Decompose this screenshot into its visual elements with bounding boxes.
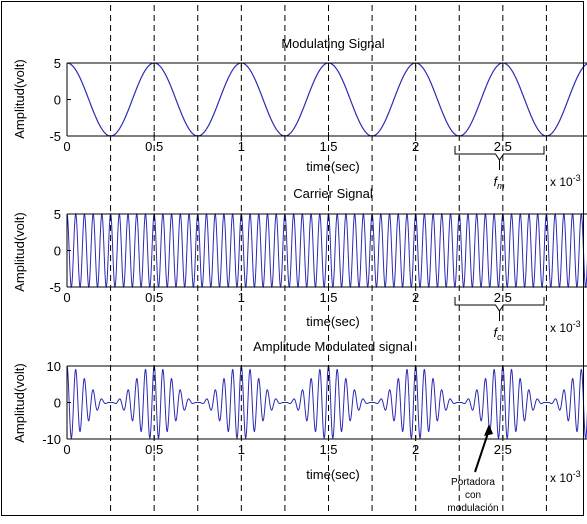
y-axis-label: Amplitud(volt) xyxy=(12,59,27,138)
y-tick-label: 5 xyxy=(54,56,61,71)
x-exponent-label: x 10-3 xyxy=(550,319,581,335)
x-exponent-power: -3 xyxy=(573,319,581,329)
x-exponent-power: -3 xyxy=(573,469,581,479)
x-exponent-label: x 10-3 xyxy=(550,469,581,485)
y-axis-label: Amplitud(volt) xyxy=(12,363,27,442)
y-tick-label: -5 xyxy=(49,129,61,144)
brace-subscript: m xyxy=(497,181,505,191)
signal-line xyxy=(67,62,587,137)
callout-arrowhead xyxy=(484,424,493,436)
callout-arrow xyxy=(474,429,490,473)
chart-title: Amplitude Modulated signal xyxy=(253,339,413,354)
chart-title: Carrier Signal xyxy=(293,186,373,201)
y-axis-label: Amplitud(volt) xyxy=(12,212,27,291)
y-tick-label: 10 xyxy=(47,359,61,374)
x-tick-label: 0 xyxy=(63,442,70,457)
brace-subscript: c xyxy=(497,332,502,342)
y-tick-label: -5 xyxy=(49,280,61,295)
chart-title: Modulating Signal xyxy=(281,36,384,51)
callout-text-line: con xyxy=(465,490,481,501)
brace-label: fc xyxy=(494,325,503,342)
fm-annotation: fm xyxy=(454,146,545,191)
y-tick-label: 5 xyxy=(54,207,61,222)
signal-line xyxy=(66,213,587,288)
x-exponent-label: x 10-3 xyxy=(550,173,581,189)
carrier-callout: Portadora con modulación xyxy=(447,424,499,514)
callout-text-line: Portadora xyxy=(451,477,495,488)
y-tick-label: -10 xyxy=(42,432,61,447)
y-tick-label: 0 xyxy=(54,93,61,108)
x-exponent-power: -3 xyxy=(573,173,581,183)
fc-annotation: fc xyxy=(454,297,545,342)
x-tick-label: 0 xyxy=(63,290,70,305)
signal-line xyxy=(66,365,587,440)
callout-text-line: modulación xyxy=(447,503,498,514)
x-axis-label: time(sec) xyxy=(306,314,359,329)
x-tick-label: 0 xyxy=(63,139,70,154)
x-axis-label: time(sec) xyxy=(306,159,359,174)
y-tick-label: 0 xyxy=(54,244,61,259)
y-tick-label: 0 xyxy=(54,396,61,411)
brace-label: fm xyxy=(494,174,506,191)
x-axis-label: time(sec) xyxy=(306,467,359,482)
